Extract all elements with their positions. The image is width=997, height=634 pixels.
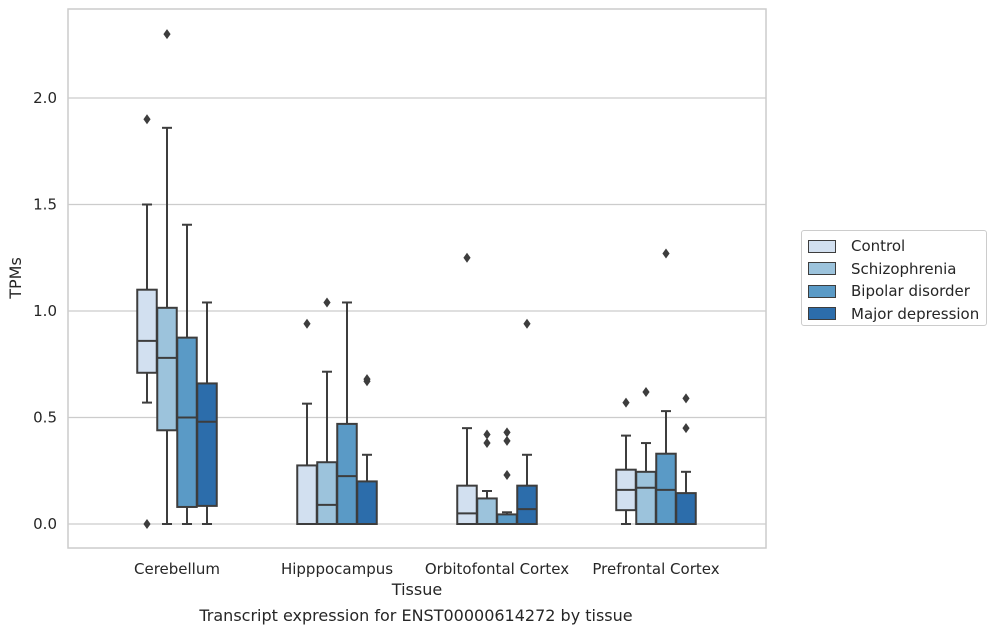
outlier-point	[503, 427, 511, 438]
legend-swatch	[808, 307, 836, 321]
outlier-point	[303, 318, 311, 329]
x-tick-label: Cerebellum	[134, 560, 220, 578]
box-group	[176, 223, 198, 525]
legend-swatch	[808, 239, 836, 253]
legend-item: Bipolar disorder	[808, 280, 980, 303]
outlier-point	[143, 519, 151, 529]
chart-caption: Transcript expression for ENST0000061427…	[199, 606, 633, 625]
box-group	[635, 386, 657, 526]
y-axis-label: TPMs	[6, 257, 25, 300]
box-group	[496, 427, 518, 525]
x-tick-label: Prefrontal Cortex	[592, 560, 719, 578]
box-group	[196, 301, 218, 525]
box	[655, 452, 677, 525]
box-group	[476, 429, 498, 526]
legend-label: Schizophrenia	[851, 259, 957, 278]
box-group	[336, 301, 358, 526]
outlier-point	[622, 397, 630, 408]
outlier-point	[642, 386, 650, 397]
box	[136, 288, 158, 374]
box	[496, 513, 518, 525]
box	[176, 336, 198, 508]
box-series	[136, 29, 697, 529]
legend-swatch	[808, 284, 836, 298]
outlier-point	[682, 423, 690, 434]
legend: Control Schizophrenia Bipolar disorder Majo…	[801, 230, 987, 326]
x-tick-label: Hipppocampus	[281, 560, 393, 578]
box-group	[156, 29, 178, 525]
box	[516, 484, 538, 526]
outlier-point	[163, 29, 171, 40]
y-tick-label: 0.0	[33, 515, 57, 533]
y-axis-ticks: 0.0 0.5 1.0 1.5 2.0	[33, 89, 57, 533]
box	[316, 461, 338, 526]
x-axis-label: Tissue	[391, 580, 442, 599]
y-tick-label: 0.5	[33, 409, 57, 427]
box-group	[296, 318, 318, 525]
outlier-point	[363, 376, 371, 387]
legend-item: Control	[808, 235, 980, 258]
box-group	[316, 297, 338, 526]
box	[156, 306, 178, 432]
box	[635, 470, 657, 526]
box-group	[516, 318, 538, 526]
outlier-point	[503, 470, 511, 481]
y-tick-label: 2.0	[33, 89, 57, 107]
legend-label: Control	[851, 237, 906, 256]
y-tick-label: 1.5	[33, 196, 57, 214]
outlier-point	[682, 393, 690, 404]
box	[356, 480, 378, 525]
outlier-point	[483, 438, 491, 449]
x-axis-ticks: Cerebellum Hipppocampus Orbitofontal Corte…	[134, 560, 720, 578]
x-tick-label: Orbitofontal Cortex	[425, 560, 569, 578]
outlier-point	[523, 318, 531, 329]
box	[675, 492, 697, 525]
legend-item: Major depression	[808, 303, 980, 326]
y-tick-label: 1.0	[33, 302, 57, 320]
box	[456, 484, 478, 526]
outlier-point	[463, 252, 471, 263]
box-group	[615, 397, 637, 525]
outlier-point	[323, 297, 331, 308]
box	[476, 497, 498, 526]
legend-swatch	[808, 262, 836, 276]
box-group	[356, 374, 378, 525]
legend-label: Bipolar disorder	[851, 282, 970, 301]
legend-item: Schizophrenia	[808, 258, 980, 281]
outlier-point	[483, 429, 491, 440]
box	[336, 422, 358, 526]
outlier-point	[503, 435, 511, 446]
box-group	[655, 248, 677, 525]
outlier-point	[143, 114, 151, 125]
box-group	[136, 114, 158, 529]
box	[196, 382, 218, 507]
outlier-point	[662, 248, 670, 259]
plot-frame	[67, 8, 767, 549]
legend-label: Major depression	[851, 304, 980, 323]
box	[296, 464, 318, 525]
box-group	[675, 393, 697, 525]
box-group	[456, 252, 478, 526]
